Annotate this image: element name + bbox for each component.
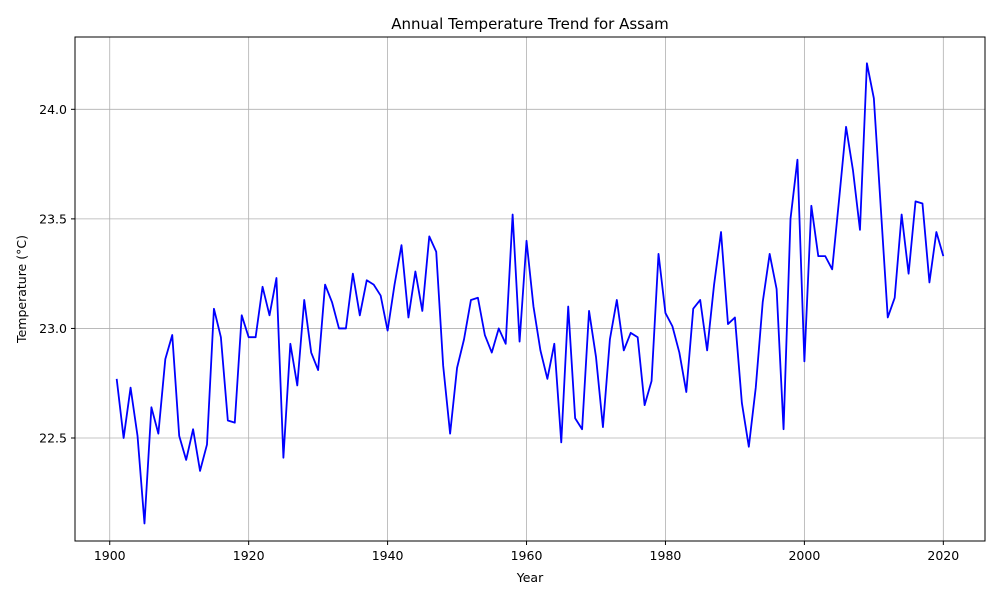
x-tick-label: 1940 — [372, 548, 404, 563]
y-tick-label: 23.5 — [39, 211, 67, 226]
grid — [75, 37, 985, 541]
y-axis-label: Temperature (°C) — [14, 235, 29, 344]
x-axis-ticks: 1900 1920 1940 1960 1980 2000 2020 — [94, 541, 959, 563]
x-tick-label: 1920 — [233, 548, 265, 563]
x-tick-label: 1900 — [94, 548, 126, 563]
y-axis-ticks: 22.5 23.0 23.5 24.0 — [39, 102, 75, 446]
y-tick-label: 23.0 — [39, 321, 67, 336]
y-tick-label: 22.5 — [39, 431, 67, 446]
x-tick-label: 1960 — [511, 548, 543, 563]
x-tick-label: 1980 — [650, 548, 682, 563]
x-axis-label: Year — [516, 570, 544, 585]
series-layer — [115, 62, 945, 525]
x-tick-label: 2000 — [788, 548, 820, 563]
temperature-series-line — [115, 62, 945, 525]
plot-frame — [74, 36, 986, 542]
chart-title: Annual Temperature Trend for Assam — [391, 15, 669, 33]
y-tick-label: 24.0 — [39, 102, 67, 117]
x-tick-label: 2020 — [927, 548, 959, 563]
